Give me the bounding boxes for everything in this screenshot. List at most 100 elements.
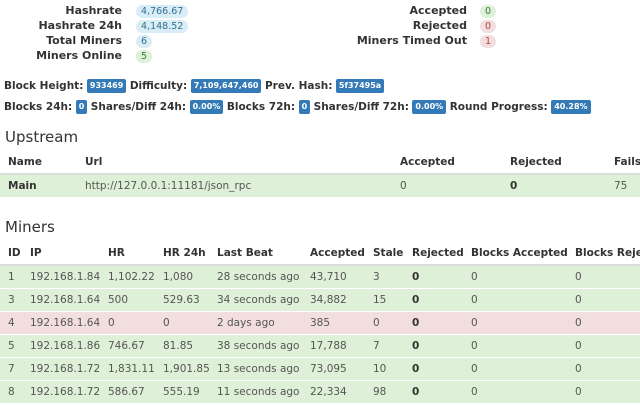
- block-height-badge: 933469: [86, 79, 127, 93]
- miner-cell-hr: 746.67: [100, 333, 155, 357]
- miner-cell-stale: 0: [365, 310, 404, 334]
- miner-cell-bacc: 0: [463, 356, 567, 380]
- accepted-label: Accepted: [409, 4, 467, 17]
- upstream-fails: 75: [606, 173, 640, 197]
- shares-diff-72h-badge: 0.00%: [412, 100, 447, 114]
- miner-cell-stale: 98: [365, 379, 404, 403]
- difficulty-badge: 7,109,647,460: [190, 79, 262, 93]
- upstream-row: Main http://127.0.0.1:11181/json_rpc 0 0…: [0, 173, 640, 197]
- stats-row-1: Block Height: 933469 Difficulty: 7,109,6…: [4, 79, 385, 93]
- col-blocks-rejected: Blocks Rejected: [567, 241, 640, 266]
- miner-cell-ip: 192.168.1.64: [22, 310, 100, 334]
- upstream-rejected: 0: [502, 173, 606, 197]
- upstream-name: Main: [0, 173, 77, 197]
- miner-cell-brej: 0: [567, 333, 640, 357]
- miner-cell-id: 4: [0, 310, 22, 334]
- miner-cell-brej: 0: [567, 356, 640, 380]
- miner-cell-stale: 7: [365, 333, 404, 357]
- miner-cell-accepted: 43,710: [302, 264, 365, 288]
- round-progress-badge: 40.28%: [551, 100, 591, 114]
- upstream-url: http://127.0.0.1:11181/json_rpc: [77, 173, 392, 197]
- miner-cell-hr: 1,102.22: [100, 264, 155, 288]
- miner-cell-stale: 3: [365, 264, 404, 288]
- miner-row: 3 192.168.1.64 500 529.63 34 seconds ago 34,8…: [0, 287, 640, 311]
- miner-cell-rejected: 0: [404, 356, 463, 380]
- miner-cell-accepted: 385: [302, 310, 365, 334]
- col-hr24: HR 24h: [155, 241, 209, 266]
- miner-cell-id: 8: [0, 379, 22, 403]
- miner-cell-accepted: 34,882: [302, 287, 365, 311]
- col-hr: HR: [100, 241, 155, 266]
- miner-cell-id: 5: [0, 333, 22, 357]
- miner-row: 4 192.168.1.64 0 0 2 days ago 385 0 0 0 0: [0, 310, 640, 334]
- miner-cell-beat: 11 seconds ago: [209, 379, 302, 403]
- col-ip: IP: [22, 241, 100, 266]
- shares-diff-72h-label: Shares/Diff 72h:: [313, 101, 409, 113]
- block-height-label: Block Height:: [4, 80, 84, 92]
- total-miners-label: Total Miners: [46, 34, 122, 47]
- hashrate-24h-value: 4,148.52: [136, 20, 189, 33]
- miner-cell-bacc: 0: [463, 379, 567, 403]
- miner-cell-bacc: 0: [463, 333, 567, 357]
- col-url: Url: [77, 151, 392, 175]
- blocks-24h-label: Blocks 24h:: [4, 101, 73, 113]
- col-fails: Fails: [606, 151, 640, 175]
- miner-cell-rejected: 0: [404, 333, 463, 357]
- accepted-value: 0: [480, 5, 497, 18]
- hashrate-label: Hashrate: [65, 4, 122, 17]
- miner-cell-rejected: 0: [404, 379, 463, 403]
- miner-cell-hr: 500: [100, 287, 155, 311]
- miner-cell-hr: 1,831.11: [100, 356, 155, 380]
- miner-cell-ip: 192.168.1.86: [22, 333, 100, 357]
- rejected-value: 0: [480, 20, 497, 33]
- prev-hash-badge: 5f37495a: [335, 79, 385, 93]
- miner-cell-ip: 192.168.1.72: [22, 356, 100, 380]
- miner-cell-brej: 0: [567, 264, 640, 288]
- col-rejected: Rejected: [404, 241, 463, 266]
- miner-cell-hr24: 0: [155, 310, 209, 334]
- miner-cell-ip: 192.168.1.84: [22, 264, 100, 288]
- miner-cell-rejected: 0: [404, 264, 463, 288]
- miner-cell-ip: 192.168.1.72: [22, 379, 100, 403]
- miner-cell-hr24: 555.19: [155, 379, 209, 403]
- miner-cell-hr24: 81.85: [155, 333, 209, 357]
- miner-cell-beat: 28 seconds ago: [209, 264, 302, 288]
- miner-cell-bacc: 0: [463, 310, 567, 334]
- miners-timed-out-label: Miners Timed Out: [356, 34, 467, 47]
- miner-cell-beat: 38 seconds ago: [209, 333, 302, 357]
- miners-online-label: Miners Online: [36, 49, 122, 62]
- miner-cell-id: 1: [0, 264, 22, 288]
- shares-diff-24h-badge: 0.00%: [189, 100, 224, 114]
- miner-row: 7 192.168.1.72 1,831.11 1,901.85 13 seconds …: [0, 356, 640, 380]
- miners-table: ID IP HR HR 24h Last Beat Accepted Stale…: [0, 241, 640, 403]
- miner-cell-stale: 15: [365, 287, 404, 311]
- col-last-beat: Last Beat: [209, 241, 302, 266]
- hashrate-24h-label: Hashrate 24h: [38, 19, 122, 32]
- blocks-24h-badge: 0: [75, 100, 88, 114]
- round-progress-label: Round Progress:: [449, 101, 548, 113]
- col-accepted: Accepted: [392, 151, 502, 175]
- miner-cell-bacc: 0: [463, 287, 567, 311]
- col-rejected: Rejected: [502, 151, 606, 175]
- hashrate-value: 4,766.67: [136, 5, 189, 18]
- miner-cell-stale: 10: [365, 356, 404, 380]
- difficulty-label: Difficulty:: [129, 80, 188, 92]
- rejected-label: Rejected: [412, 19, 467, 32]
- miner-cell-accepted: 73,095: [302, 356, 365, 380]
- miner-cell-id: 3: [0, 287, 22, 311]
- miner-cell-hr: 586.67: [100, 379, 155, 403]
- prev-hash-label: Prev. Hash:: [264, 80, 333, 92]
- miner-row: 8 192.168.1.72 586.67 555.19 11 seconds ago 2…: [0, 379, 640, 403]
- miner-cell-beat: 34 seconds ago: [209, 287, 302, 311]
- miner-cell-accepted: 17,788: [302, 333, 365, 357]
- col-id: ID: [0, 241, 22, 266]
- col-name: Name: [0, 151, 77, 175]
- miners-header-row: ID IP HR HR 24h Last Beat Accepted Stale…: [0, 241, 640, 266]
- miner-row: 1 192.168.1.84 1,102.22 1,080 28 seconds ago…: [0, 264, 640, 288]
- miner-cell-hr: 0: [100, 310, 155, 334]
- blocks-72h-label: Blocks 72h:: [226, 101, 296, 113]
- miner-cell-brej: 0: [567, 310, 640, 334]
- upstream-heading: Upstream: [5, 128, 79, 146]
- miners-online-value: 5: [136, 50, 153, 63]
- miner-row: 5 192.168.1.86 746.67 81.85 38 seconds ago 17…: [0, 333, 640, 357]
